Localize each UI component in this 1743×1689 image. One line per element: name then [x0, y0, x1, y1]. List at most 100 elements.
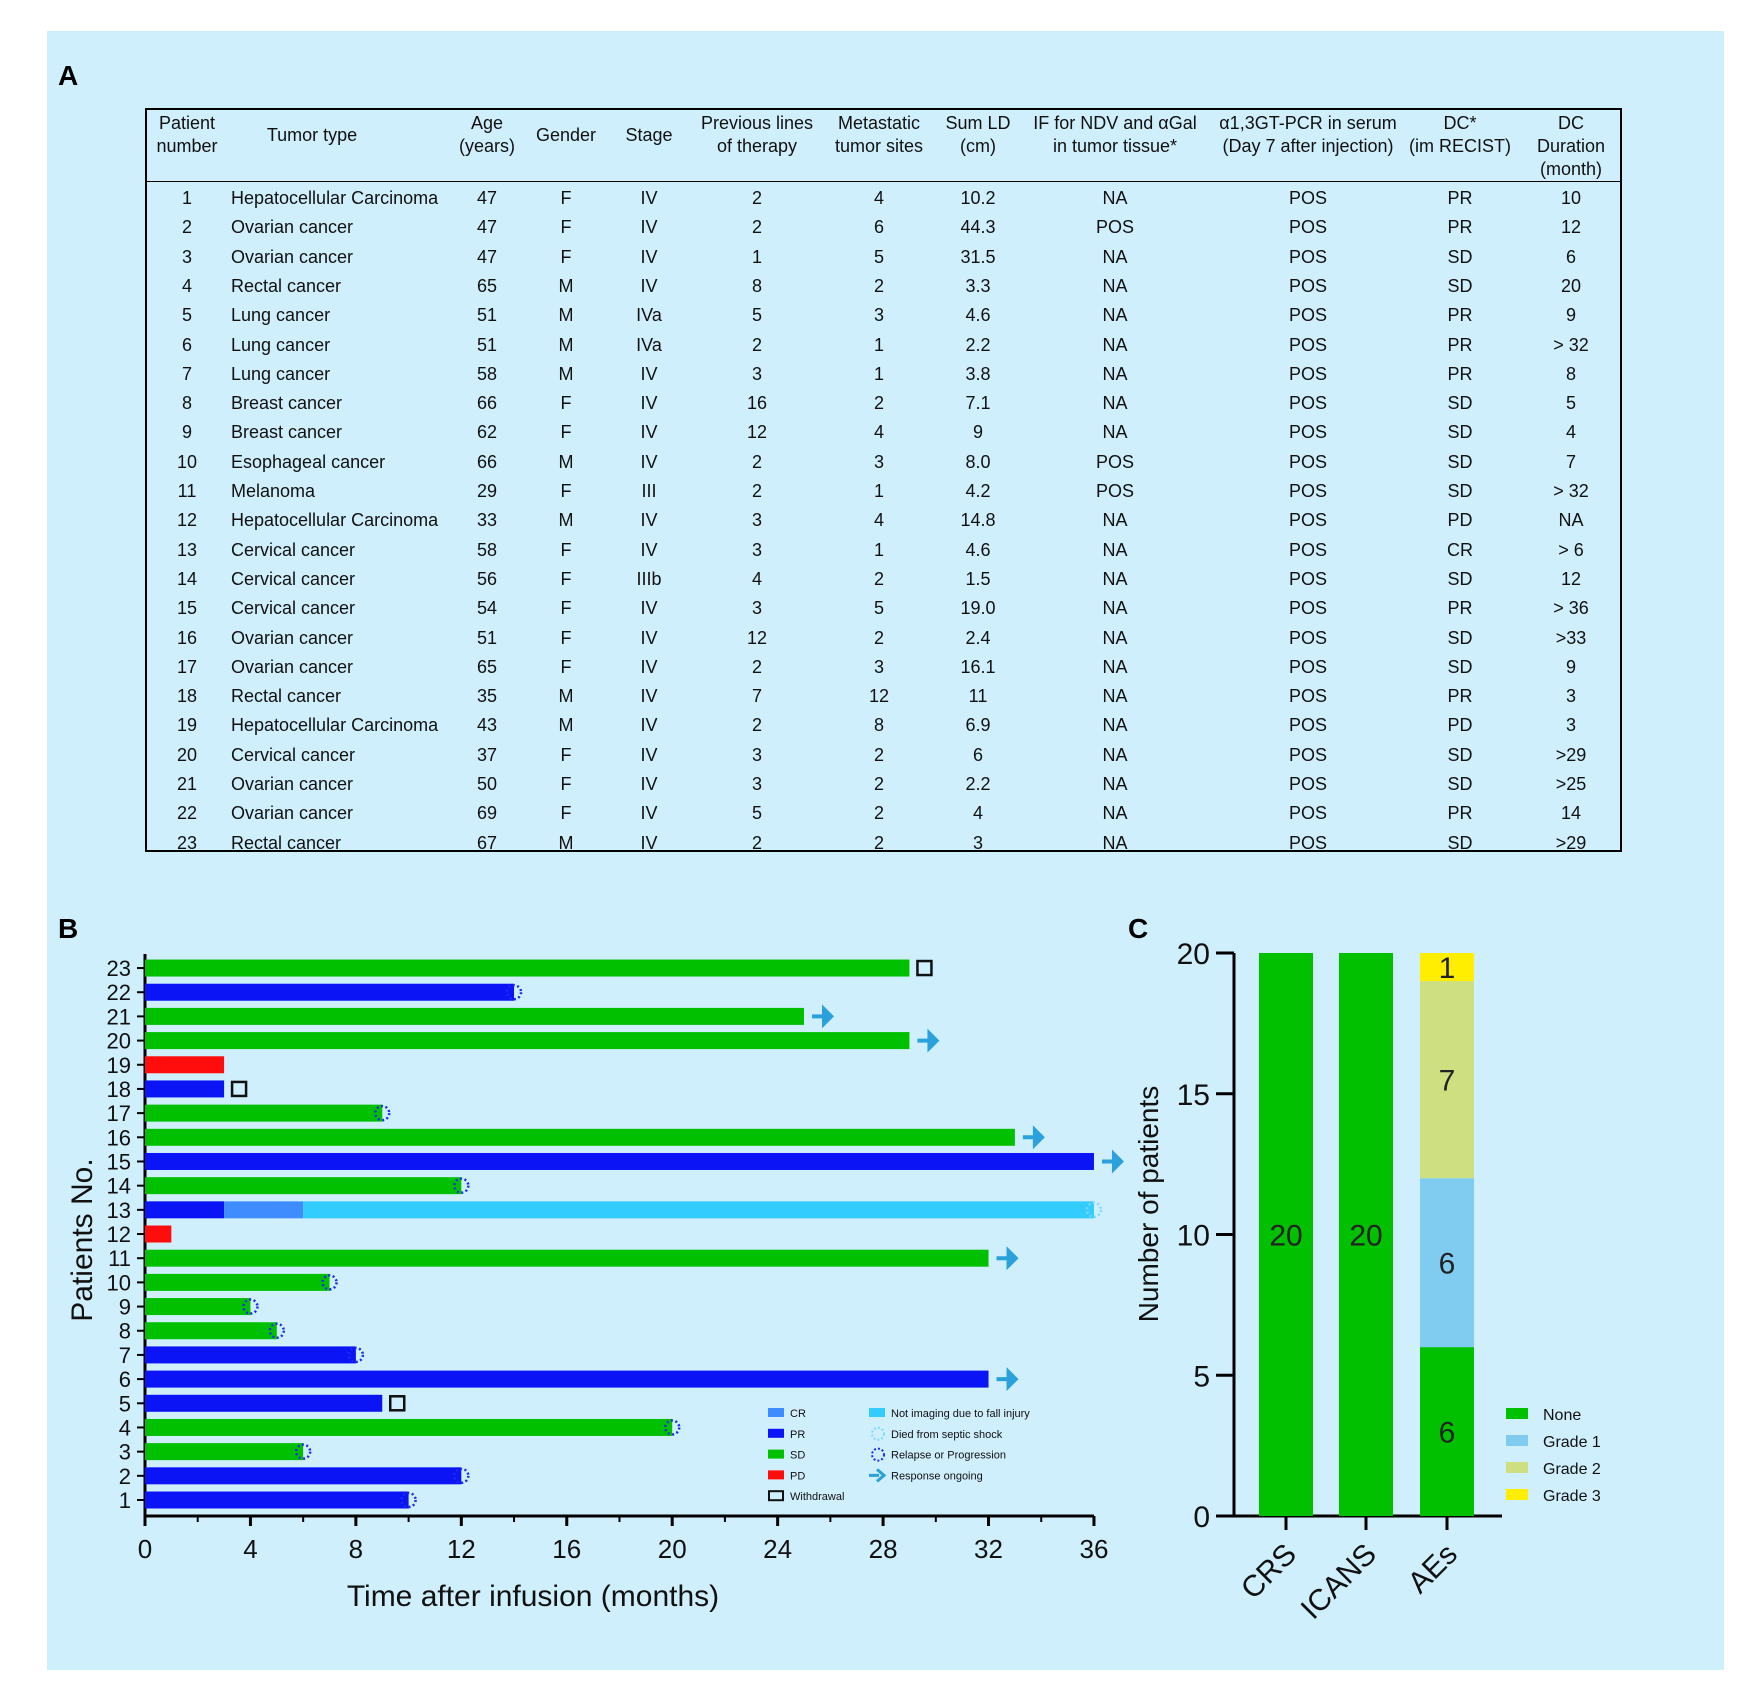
- cell-age: 33: [476, 510, 498, 531]
- cell-patient-number: 9: [181, 422, 193, 443]
- legend-relapse-icon: [871, 1447, 885, 1462]
- cell-gender: M: [558, 363, 574, 384]
- cell-previous-lines: 3: [751, 774, 763, 794]
- table-row: 3 Ovarian cancer 47 F IV 1 5 31.5 NA POS SD 6: [147, 243, 1620, 272]
- table-header: Patient number Tumor type Age (years) Gende…: [147, 110, 1620, 182]
- legend-label: Grade 2: [1543, 1461, 1601, 1478]
- cell-pcr-serum: POS: [1288, 363, 1328, 384]
- cell-metastatic-sites: 4: [873, 188, 885, 208]
- cell-age: 47: [476, 188, 498, 208]
- cell-previous-lines: 12: [746, 627, 768, 648]
- relapse-marker-icon: [321, 1274, 338, 1291]
- legend-label: Grade 1: [1543, 1434, 1601, 1451]
- cell-previous-lines: 2: [751, 481, 763, 501]
- cell-stage: IV: [640, 803, 658, 824]
- table-row: 13 Cervical cancer 58 F IV 3 1 4.6 NA POS CR > 6: [147, 536, 1620, 565]
- cell-pcr-serum: POS: [1288, 305, 1328, 326]
- cell-metastatic-sites: 2: [873, 275, 885, 296]
- bar-segment-sd: [145, 1273, 330, 1291]
- cell-gender: M: [558, 451, 574, 472]
- cell-dc-duration: 14: [1560, 803, 1582, 824]
- cell-gender: M: [558, 275, 574, 296]
- cell-dc-recist: SD: [1447, 393, 1473, 414]
- cell-metastatic-sites: 4: [873, 510, 885, 531]
- cell-previous-lines: 5: [751, 803, 763, 824]
- legend-swatch-sd: [768, 1449, 784, 1459]
- cell-metastatic-sites: 8: [873, 715, 885, 736]
- cell-dc-duration: > 6: [1558, 539, 1584, 560]
- cell-previous-lines: 2: [751, 334, 763, 355]
- y-tick-label: 9: [119, 1295, 131, 1320]
- cell-dc-recist: SD: [1447, 481, 1473, 501]
- cell-gender: F: [560, 598, 572, 619]
- cell-tumor-type: Hepatocellular Carcinoma: [231, 510, 439, 531]
- cell-tumor-type: Melanoma: [231, 481, 316, 501]
- cell-tumor-type: Ovarian cancer: [231, 803, 354, 824]
- cell-metastatic-sites: 1: [873, 481, 885, 501]
- cell-dc-recist: PR: [1447, 217, 1473, 238]
- bar-segment-pr: [145, 1080, 225, 1098]
- cell-stage: IV: [640, 246, 658, 267]
- cell-tumor-type: Rectal cancer: [231, 832, 342, 853]
- cell-dc-duration: 20: [1560, 275, 1582, 296]
- y-tick-label: 1: [119, 1488, 131, 1513]
- table-row: 9 Breast cancer 62 F IV 12 4 9 NA POS SD 4: [147, 418, 1620, 447]
- cell-dc-recist: SD: [1447, 246, 1473, 267]
- cell-previous-lines: 3: [751, 510, 763, 531]
- cell-pcr-serum: POS: [1288, 539, 1328, 560]
- table-row: 12 Hepatocellular Carcinoma 33 M IV 3 4 14.8 NA P…: [147, 506, 1620, 535]
- table-row: 16 Ovarian cancer 51 F IV 12 2 2.4 NA POS SD >33: [147, 624, 1620, 653]
- cell-dc-duration: 12: [1560, 217, 1582, 238]
- cell-if-ndv-agal: NA: [1102, 510, 1128, 531]
- cell-sum-ld: 4.6: [965, 305, 991, 326]
- legend-label: PD: [790, 1470, 805, 1482]
- bar-segment-sd: [145, 1007, 804, 1025]
- cell-age: 58: [476, 363, 498, 384]
- cell-gender: F: [560, 656, 572, 677]
- cell-dc-duration: > 36: [1553, 598, 1589, 619]
- cell-if-ndv-agal: POS: [1095, 451, 1135, 472]
- cell-metastatic-sites: 3: [873, 451, 885, 472]
- cell-gender: F: [560, 627, 572, 648]
- cell-metastatic-sites: 2: [873, 832, 885, 853]
- cell-patient-number: 19: [176, 715, 198, 736]
- legend-label: Response ongoing: [891, 1470, 983, 1482]
- cell-sum-ld: 8.0: [965, 451, 991, 472]
- cell-age: 66: [476, 451, 498, 472]
- cell-tumor-type: Cervical cancer: [231, 568, 356, 589]
- y-tick-label: 6: [119, 1367, 131, 1392]
- cell-if-ndv-agal: NA: [1102, 334, 1128, 355]
- cell-sum-ld: 3.3: [965, 275, 991, 296]
- cell-age: 58: [476, 539, 498, 560]
- cell-pcr-serum: POS: [1288, 334, 1328, 355]
- cell-if-ndv-agal: NA: [1102, 568, 1128, 589]
- bar-segment-grade-2: [1420, 981, 1474, 1179]
- cell-dc-recist: PR: [1447, 803, 1473, 824]
- cell-dc-recist: PR: [1447, 334, 1473, 355]
- table-row: 18 Rectal cancer 35 M IV 7 12 11 NA POS PR 3: [147, 682, 1620, 711]
- cell-metastatic-sites: 2: [873, 803, 885, 824]
- cell-metastatic-sites: 5: [873, 598, 885, 619]
- y-tick-label: 13: [107, 1198, 131, 1223]
- cell-patient-number: 11: [177, 481, 197, 501]
- cell-sum-ld: 4.6: [965, 539, 991, 560]
- panel-label-b: B: [58, 913, 79, 944]
- cell-pcr-serum: POS: [1288, 217, 1328, 238]
- legend-swatch-cr: [768, 1408, 784, 1417]
- header-if-ndv-agal: IF for NDV and αGal in tumor tissue*: [1033, 113, 1197, 156]
- x-tick-label: CRS: [1235, 1538, 1303, 1606]
- cell-pcr-serum: POS: [1288, 393, 1328, 414]
- cell-metastatic-sites: 12: [868, 686, 890, 707]
- bar-segment-sd: [145, 1128, 1015, 1146]
- header-stage: Stage: [625, 125, 673, 145]
- y-tick-label: 12: [107, 1222, 131, 1247]
- cell-metastatic-sites: 1: [873, 539, 885, 560]
- cell-dc-duration: >33: [1555, 627, 1587, 648]
- cell-previous-lines: 4: [751, 568, 763, 589]
- cell-patient-number: 4: [181, 275, 193, 296]
- relapse-marker-icon: [663, 1419, 681, 1436]
- legend-swatch-ni: [869, 1408, 885, 1417]
- legend-swatch: [1506, 1408, 1528, 1419]
- table-row: 1 Hepatocellular Carcinoma 47 F IV 2 4 10.2 NA PO…: [147, 184, 1620, 213]
- y-tick-label: 21: [107, 1004, 131, 1029]
